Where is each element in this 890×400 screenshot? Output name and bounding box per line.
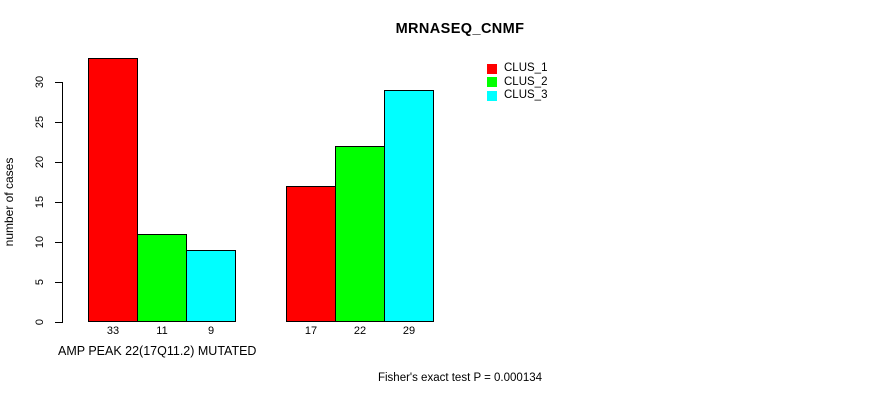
bar-value-clus_2-group1: 11 xyxy=(156,325,168,337)
legend-swatch-clus_3 xyxy=(487,90,497,101)
y-tick-mark-5 xyxy=(55,282,62,283)
bar-clus_2-group1 xyxy=(137,234,187,322)
y-tick-label-0: 0 xyxy=(34,318,46,326)
legend: CLUS_1 CLUS_2 CLUS_3 xyxy=(487,62,547,103)
legend-label-clus_1: CLUS_1 xyxy=(504,62,548,75)
y-tick-mark-15 xyxy=(55,202,62,203)
bar-clus_3-group2 xyxy=(384,90,434,322)
y-tick-mark-10 xyxy=(55,242,62,243)
legend-row-clus_3: CLUS_3 xyxy=(487,89,547,103)
legend-label-clus_3: CLUS_3 xyxy=(504,89,548,102)
bar-clus_1-group1 xyxy=(88,58,138,322)
legend-row-clus_2: CLUS_2 xyxy=(487,76,547,90)
legend-label-clus_2: CLUS_2 xyxy=(504,75,548,88)
y-tick-label-15: 15 xyxy=(34,195,46,209)
y-axis-line xyxy=(62,82,63,323)
y-tick-label-10: 10 xyxy=(34,235,46,249)
y-tick-label-5: 5 xyxy=(34,278,46,286)
y-tick-mark-30 xyxy=(55,82,62,83)
legend-swatch-clus_1 xyxy=(487,63,497,74)
y-axis-label: number of cases xyxy=(2,157,16,247)
bar-value-clus_1-group1: 33 xyxy=(106,325,120,337)
bar-clus_3-group1 xyxy=(186,250,236,322)
y-tick-mark-25 xyxy=(55,122,62,123)
bar-value-clus_2-group2: 22 xyxy=(353,325,367,337)
bar-value-clus_1-group2: 17 xyxy=(304,325,318,337)
bar-value-clus_3-group1: 9 xyxy=(207,325,215,337)
x-axis-label: AMP PEAK 22(17Q11.2) MUTATED xyxy=(58,344,257,358)
fisher-test-annotation: Fisher's exact test P = 0.000134 xyxy=(377,372,543,384)
y-tick-label-30: 30 xyxy=(34,75,46,89)
y-tick-label-25: 25 xyxy=(34,115,46,129)
legend-swatch-clus_2 xyxy=(487,77,497,88)
bar-clus_2-group2 xyxy=(335,146,385,322)
chart-title: MRNASEQ_CNMF xyxy=(395,21,525,37)
y-tick-mark-20 xyxy=(55,162,62,163)
legend-row-clus_1: CLUS_1 xyxy=(487,62,547,76)
y-tick-label-20: 20 xyxy=(34,155,46,169)
bar-value-clus_3-group2: 29 xyxy=(402,325,416,337)
bar-clus_1-group2 xyxy=(286,186,336,322)
y-tick-mark-0 xyxy=(55,322,62,323)
